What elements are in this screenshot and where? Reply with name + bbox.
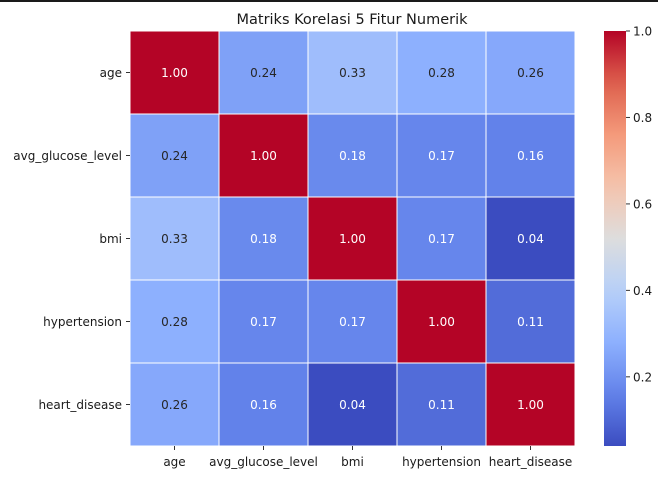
cell-value-label: 0.16: [517, 149, 544, 163]
x-tick-label: bmi: [341, 455, 364, 469]
heatmap-cell: [218, 279, 309, 364]
heatmap-cell: [307, 196, 398, 281]
cell-value-label: 0.33: [161, 232, 188, 246]
y-tick-label: heart_disease: [38, 398, 122, 412]
colorbar-tick-label: 0.6: [633, 197, 652, 211]
colorbar-tick-label: 0.2: [633, 370, 652, 384]
colorbar-tick-label: 0.4: [633, 284, 652, 298]
cell-value-label: 0.17: [428, 149, 455, 163]
colorbar: [604, 31, 626, 446]
heatmap-cell: [129, 279, 220, 364]
cell-value-label: 1.00: [250, 149, 277, 163]
cell-value-label: 1.00: [161, 66, 188, 80]
heatmap-cell: [485, 113, 576, 198]
cell-value-label: 0.11: [517, 315, 544, 329]
cell-value-label: 0.26: [161, 398, 188, 412]
x-tick-label: heart_disease: [489, 455, 573, 469]
colorbar-tick-label: 0.8: [633, 111, 652, 125]
cell-value-label: 0.17: [339, 315, 366, 329]
cell-value-label: 0.33: [339, 66, 366, 80]
cell-value-label: 0.24: [161, 149, 188, 163]
cell-value-label: 0.18: [250, 232, 277, 246]
cell-value-label: 0.16: [250, 398, 277, 412]
x-tick-label: avg_glucose_level: [209, 455, 318, 469]
heatmap-cell: [307, 362, 398, 447]
cell-value-label: 0.28: [161, 315, 188, 329]
cell-value-label: 0.24: [250, 66, 277, 80]
cell-value-label: 1.00: [339, 232, 366, 246]
cell-value-label: 0.26: [517, 66, 544, 80]
x-tick-label: age: [163, 455, 185, 469]
cell-value-label: 0.17: [428, 232, 455, 246]
heatmap-cell: [129, 362, 220, 447]
heatmap-cell: [307, 113, 398, 198]
heatmap-cell: [396, 362, 487, 447]
chart-title: Matriks Korelasi 5 Fitur Numerik: [236, 12, 468, 28]
heatmap-cell: [218, 196, 309, 281]
colorbar-tick-label: 1.0: [633, 25, 652, 39]
heatmap-cell: [396, 113, 487, 198]
cell-value-label: 0.11: [428, 398, 455, 412]
x-tick-label: hypertension: [402, 455, 481, 469]
cell-value-label: 0.17: [250, 315, 277, 329]
heatmap-cell: [307, 279, 398, 364]
y-tick-label: avg_glucose_level: [13, 149, 122, 163]
cell-value-label: 0.04: [517, 232, 544, 246]
heatmap-cell: [485, 362, 576, 447]
heatmap-cell: [218, 30, 309, 115]
cell-value-label: 0.04: [339, 398, 366, 412]
y-tick-label: hypertension: [43, 315, 122, 329]
heatmap-cell: [485, 279, 576, 364]
heatmap-cell: [396, 279, 487, 364]
heatmap-cell: [485, 196, 576, 281]
cell-value-label: 1.00: [517, 398, 544, 412]
window-top-border: [0, 0, 658, 2]
cell-value-label: 0.18: [339, 149, 366, 163]
y-tick-label: age: [100, 66, 122, 80]
y-tick-label: bmi: [99, 232, 122, 246]
cell-value-label: 0.28: [428, 66, 455, 80]
cell-value-label: 1.00: [428, 315, 455, 329]
